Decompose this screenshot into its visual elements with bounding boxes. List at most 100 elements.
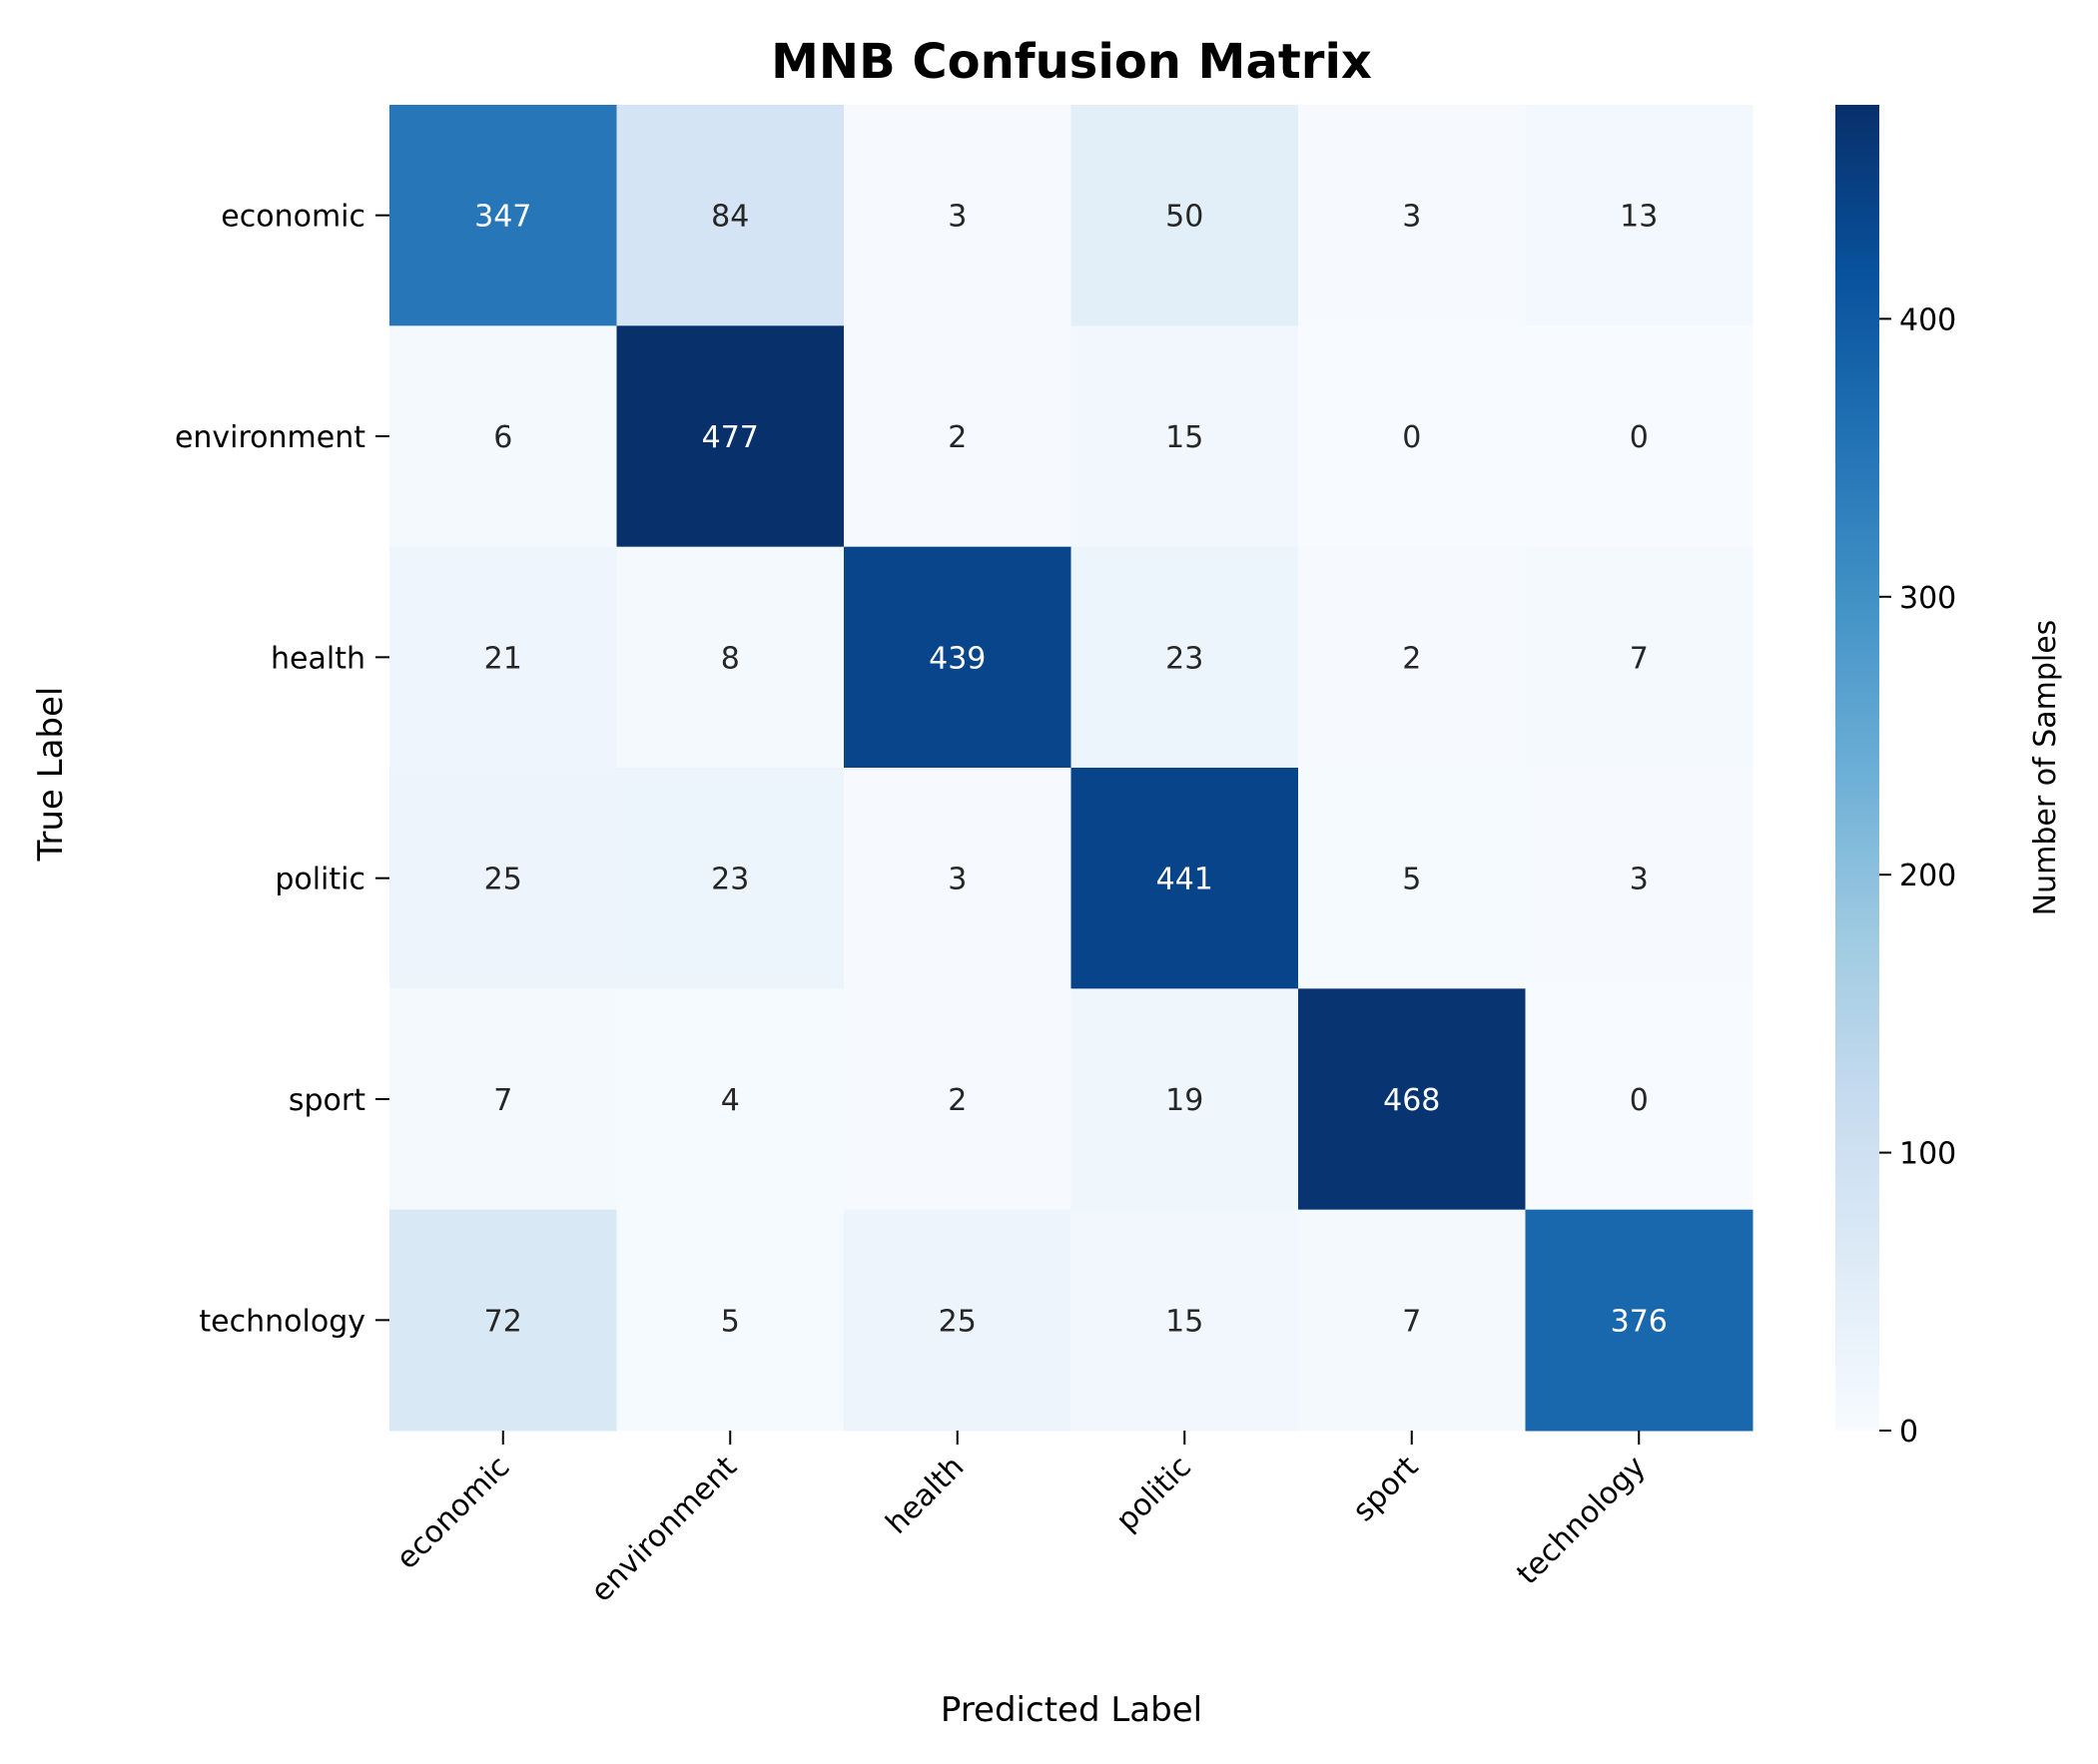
heatmap-cell [616,105,845,326]
cell-value-label: 8 [721,641,740,676]
heatmap-cell [1298,988,1526,1211]
heatmap-cell [844,768,1071,989]
heatmap-cell [844,988,1071,1211]
cell-value-label: 25 [484,863,522,897]
colorbar-gradient [1835,105,1879,1431]
heatmap-cell [389,105,617,326]
heatmap-cell [1298,105,1526,326]
heatmap-cells [389,105,1753,1432]
cell-value-label: 23 [1165,641,1203,676]
cell-value-label: 13 [1620,200,1658,235]
x-tick-label: environment [584,1450,744,1609]
colorbar: 0 100 200 300 400 Number of Samples [1835,105,2063,1450]
heatmap-cell [1070,1209,1299,1432]
heatmap-cell [1525,105,1753,326]
cell-value-label: 21 [484,641,522,676]
heatmap-cell [1070,768,1299,989]
colorbar-ticks: 0 100 200 300 400 [1879,302,1956,1450]
x-axis-label: Predicted Label [941,1690,1202,1730]
y-axis-ticks: economic environment health politic sport tec… [175,200,389,1339]
cell-value-label: 7 [493,1083,512,1118]
heatmap-cell [1525,546,1753,769]
cell-value-label: 3 [948,863,967,897]
colorbar-tick-label: 0 [1899,1415,1918,1450]
heatmap-cell [616,768,845,989]
colorbar-tick-label: 100 [1899,1137,1956,1172]
heatmap-cell [616,988,845,1211]
heatmap-cell [1525,988,1753,1211]
heatmap-cell [1525,768,1753,989]
chart-title: MNB Confusion Matrix [771,34,1372,90]
heatmap-cell [616,546,845,769]
heatmap-cell [389,546,617,769]
x-tick-label: politic [1109,1450,1198,1538]
heatmap-cell [1070,325,1299,548]
cell-value-label: 15 [1165,420,1203,455]
cell-value-label: 23 [711,863,749,897]
cell-value-label: 3 [1402,200,1421,235]
cell-value-label: 2 [948,420,967,455]
cell-value-label: 3 [948,200,967,235]
cell-value-label: 25 [939,1304,977,1339]
heatmap-cell [616,325,845,548]
cell-value-label: 15 [1165,1304,1203,1339]
cell-value-label: 441 [1156,863,1213,897]
cell-value-label: 347 [474,200,531,235]
heatmap-cell [844,1209,1071,1432]
heatmap-cell [389,988,617,1211]
heatmap-cell [844,105,1071,326]
heatmap-cell [389,325,617,548]
cell-value-label: 72 [484,1304,522,1339]
colorbar-tick-label: 200 [1899,859,1956,893]
heatmap-cell [1298,325,1526,548]
cell-value-label: 2 [1402,641,1421,676]
cell-value-label: 50 [1165,200,1203,235]
heatmap-cell [1298,1209,1526,1432]
cell-value-label: 468 [1383,1083,1440,1118]
cell-value-label: 3 [1630,863,1649,897]
cell-value-label: 19 [1165,1083,1203,1118]
y-axis-label: True Label [31,687,71,863]
cell-value-label: 7 [1630,641,1649,676]
cell-value-label: 2 [948,1083,967,1118]
colorbar-tick-label: 300 [1899,581,1956,616]
heatmap-cell-labels: 347 84 3 50 3 136 477 2 15 0 021 8 439 23 2 725 23 3 441 5 3… [474,200,1668,1340]
heatmap-cell [389,768,617,989]
cell-value-label: 0 [1630,1083,1649,1118]
heatmap-cell [844,546,1071,769]
colorbar-label: Number of Samples [2028,620,2063,916]
cell-value-label: 0 [1402,420,1421,455]
cell-value-label: 5 [721,1304,740,1339]
y-tick-label: economic [221,200,365,235]
cell-value-label: 439 [929,641,986,676]
heatmap-cell [1525,1209,1753,1432]
heatmap-cell [616,1209,845,1432]
x-tick-label: technology [1510,1450,1653,1592]
cell-value-label: 5 [1402,863,1421,897]
heatmap-cell [1525,325,1753,548]
heatmap-cell [1070,988,1299,1211]
colorbar-tick-label: 400 [1899,302,1956,337]
heatmap-cell [1298,768,1526,989]
cell-value-label: 0 [1630,420,1649,455]
cell-value-label: 6 [493,420,512,455]
y-tick-label: politic [275,863,365,897]
heatmap-cell [389,1209,617,1432]
cell-value-label: 84 [711,200,749,235]
x-tick-label: economic [389,1450,516,1576]
heatmap-cell [1298,546,1526,769]
x-tick-label: health [880,1450,972,1541]
cell-value-label: 4 [721,1083,740,1118]
cell-value-label: 376 [1611,1304,1668,1339]
x-tick-label: sport [1346,1450,1425,1528]
x-axis-ticks: economic environment health politic sport tec… [389,1431,1653,1609]
y-tick-label: sport [289,1083,365,1118]
heatmap-cell [844,325,1071,548]
y-tick-label: technology [199,1304,365,1339]
heatmap-cell [1070,546,1299,769]
cell-value-label: 477 [702,420,759,455]
heatmap-cell [1070,105,1299,326]
cell-value-label: 7 [1402,1304,1421,1339]
y-tick-label: environment [175,420,365,455]
